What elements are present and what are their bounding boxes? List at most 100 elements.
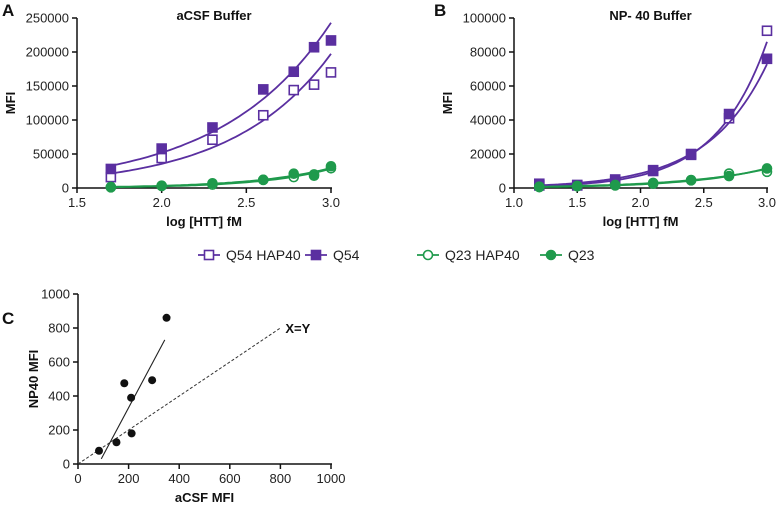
data-point [571,180,583,192]
panel-label-a: A [2,1,14,20]
identity-annotation: X=Y [285,321,310,336]
data-point [533,181,545,192]
data-point [148,376,157,385]
y-tick-label: 40000 [470,113,506,128]
legend-label: Q23 [568,247,595,263]
chart-title: aCSF Buffer [176,8,251,23]
y-tick-label: 0 [62,181,69,196]
y-tick-label: 0 [63,457,70,472]
data-point [723,170,735,182]
y-tick-label: 100000 [463,11,506,26]
y-tick-label: 250000 [26,11,69,26]
data-point [761,53,773,65]
data-point [685,149,697,161]
data-point [105,181,117,193]
y-axis-label: MFI [440,92,455,114]
data-point [105,163,117,175]
data-point [723,108,735,120]
panel-label-c: C [2,309,14,328]
y-tick-label: 200000 [26,45,69,60]
y-tick-label: 800 [48,321,70,336]
y-tick-label: 150000 [26,79,69,94]
y-tick-label: 1000 [41,287,70,302]
y-tick-label: 60000 [470,79,506,94]
y-tick-label: 100000 [26,113,69,128]
y-tick-label: 80000 [470,45,506,60]
data-point [127,393,136,402]
y-tick-label: 20000 [470,147,506,162]
y-tick-label: 0 [499,181,506,196]
data-point [120,379,129,388]
x-axis-label: aCSF MFI [175,490,234,505]
x-tick-label: 1.5 [68,195,86,210]
data-point [308,79,320,90]
data-point [308,170,320,182]
legend-item-q23: Q23 [540,247,595,263]
x-axis-label: log [HTT] fM [603,214,679,229]
x-tick-label: 2.0 [631,195,649,210]
x-tick-label: 200 [118,471,140,486]
data-point [156,152,167,164]
data-point [257,84,269,95]
data-point [156,143,167,154]
panel-label-b: B [434,1,446,20]
data-point [308,41,320,53]
x-tick-label: 1.0 [505,195,523,210]
legend-marker [203,249,215,261]
data-point [685,174,697,186]
data-point [257,109,269,121]
y-axis-label: MFI [3,92,18,114]
data-point [156,180,167,191]
data-point [288,66,300,78]
legend-marker [545,249,557,261]
x-tick-label: 0 [74,471,81,486]
data-point [325,160,337,172]
legend-label: Q23 HAP40 [445,247,520,263]
data-point [647,164,659,176]
chart-title: NP- 40 Buffer [609,8,691,23]
legend-marker [422,249,434,261]
data-point [127,429,136,438]
x-tick-label: 600 [219,471,241,486]
y-tick-label: 600 [48,355,70,370]
legend-item-q54-hap40: Q54 HAP40 [198,247,301,263]
data-point [207,122,218,133]
data-point [162,313,171,322]
legend-label: Q54 [333,247,360,263]
y-tick-label: 200 [48,423,70,438]
x-tick-label: 400 [168,471,190,486]
data-point [207,177,218,189]
data-point [288,168,300,180]
chart-panel-c: 0 200 400 600 800 1000 0 200 400 600 800 1000 aCSF M… [26,287,345,506]
data-point [257,174,269,186]
fit-curve-q54-hap40 [110,53,332,175]
legend: Q54 HAP40 Q54 Q23 HAP40 Q23 [198,247,595,263]
legend-label: Q54 HAP40 [226,247,301,263]
data-point [325,35,337,46]
y-tick-label: 50000 [33,147,69,162]
y-axis-label: NP40 MFI [26,350,41,409]
x-tick-label: 3.0 [322,195,340,210]
legend-marker [310,249,322,261]
data-point [761,163,773,174]
x-tick-label: 2.5 [695,195,713,210]
legend-item-q23-hap40: Q23 HAP40 [417,247,520,263]
x-tick-label: 2.0 [153,195,171,210]
legend-item-q54: Q54 [305,247,360,263]
x-tick-label: 1.5 [568,195,586,210]
data-point [325,67,337,78]
data-point [94,446,103,455]
chart-panel-a: 1.5 2.0 2.5 3.0 0 50000 100000 150000 200000 2500… [3,8,340,229]
data-point [609,179,621,191]
x-tick-label: 1000 [317,471,346,486]
data-point [647,177,659,189]
data-point [761,25,773,37]
chart-panel-b: 1.0 1.5 2.0 2.5 3.0 0 20000 40000 60000 80000 1000… [440,8,776,229]
data-point [207,134,218,146]
x-axis-label: log [HTT] fM [166,214,242,229]
x-tick-label: 3.0 [758,195,776,210]
data-point [112,438,121,447]
identity-line [77,327,281,465]
